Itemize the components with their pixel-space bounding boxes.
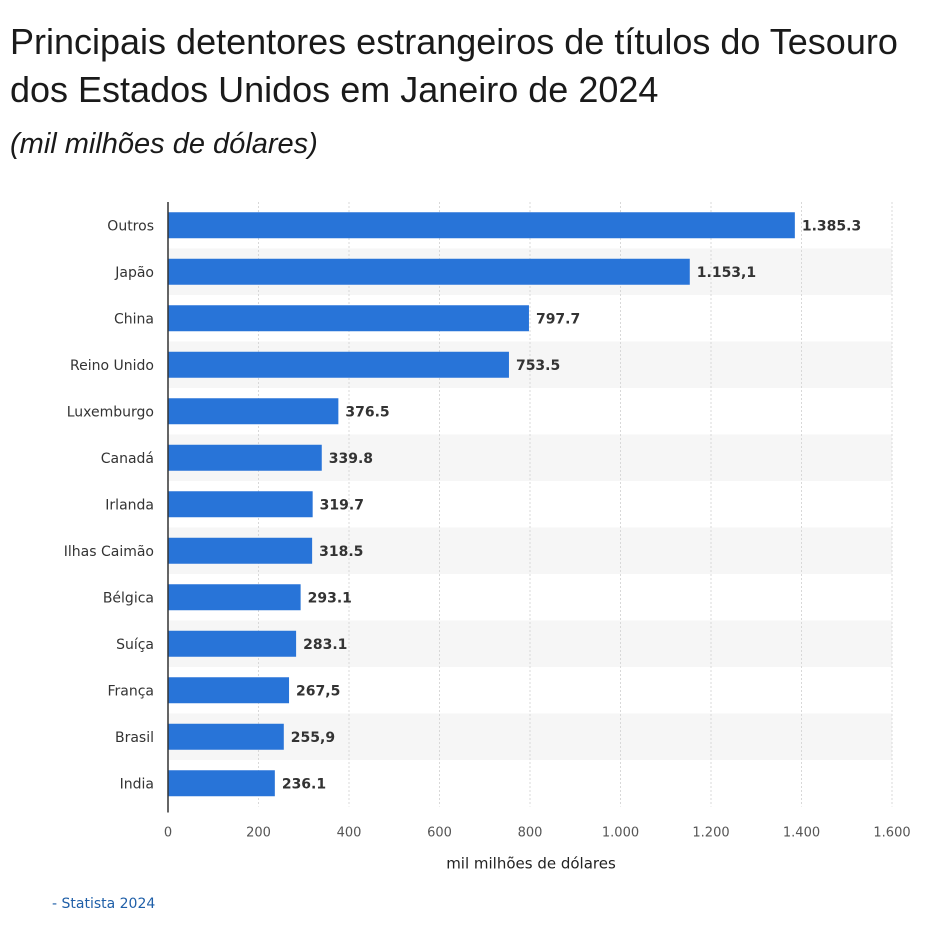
value-label: 319.7 [320,497,364,513]
x-tick-label: 1.600 [873,826,910,841]
value-label: 267,5 [296,683,340,699]
x-axis-title: mil milhões de dólares [446,855,616,873]
category-label: China [114,311,154,327]
value-label: 797.7 [536,311,580,327]
bar[interactable] [168,258,690,285]
value-label: 339.8 [329,451,373,467]
category-label: Outros [107,218,154,234]
x-tick-label: 1.000 [602,826,639,841]
x-tick-label: 600 [427,826,452,841]
bar[interactable] [168,444,322,471]
category-label: Brasil [115,730,154,746]
category-label: Luxemburgo [67,404,154,420]
bar[interactable] [168,677,290,704]
category-labels: Outros Japão China Reino Unido Luxemburgo Can… [64,218,154,792]
value-label: 1.153,1 [697,265,756,281]
bar[interactable] [168,770,275,797]
bar[interactable] [168,212,795,239]
category-label: India [120,776,154,792]
chart-subtitle: (mil milhões de dólares) [10,128,318,160]
value-label: 283.1 [303,637,347,653]
category-label: Bélgica [103,590,154,606]
source-link[interactable]: - Statista 2024 [52,896,156,912]
value-labels: 1.385.3 1.153,1 797.7 753.5 376.5 339.8 319.7 3… [282,218,861,792]
x-tick-label: 1.200 [692,826,729,841]
category-label: Japão [114,265,154,281]
value-label: 1.385.3 [802,218,861,234]
category-label: Suíça [116,637,154,653]
x-tick-label: 200 [246,826,271,841]
bar[interactable] [168,491,313,518]
bar[interactable] [168,584,301,611]
chart-title: Principais detentores estrangeiros de tí… [10,21,898,110]
x-tick-label: 1.400 [783,826,820,841]
value-label: 255,9 [291,730,335,746]
value-label: 293.1 [308,590,352,606]
value-label: 236.1 [282,776,326,792]
value-label: 753.5 [516,358,560,374]
row-band [168,713,892,760]
bar[interactable] [168,537,313,564]
bar[interactable] [168,630,297,657]
category-label: França [107,683,154,699]
bar[interactable] [168,723,284,750]
category-label: Canadá [101,451,154,467]
gridlines [258,202,893,807]
bars [168,212,795,797]
x-tick-label: 800 [518,826,543,841]
bar-chart: Outros Japão China Reino Unido Luxemburgo Can… [64,202,911,873]
bar[interactable] [168,305,529,332]
category-label: Irlanda [105,497,154,513]
category-label: Ilhas Caimão [64,544,154,560]
bar[interactable] [168,398,339,425]
category-label: Reino Unido [70,358,154,374]
x-tick-label: 400 [337,826,362,841]
value-label: 376.5 [345,404,389,420]
bar[interactable] [168,351,509,378]
x-tick-label: 0 [164,826,172,841]
value-label: 318.5 [319,544,363,560]
x-tick-labels: 0 200 400 600 800 1.000 1.200 1.400 1.600 [164,826,911,841]
